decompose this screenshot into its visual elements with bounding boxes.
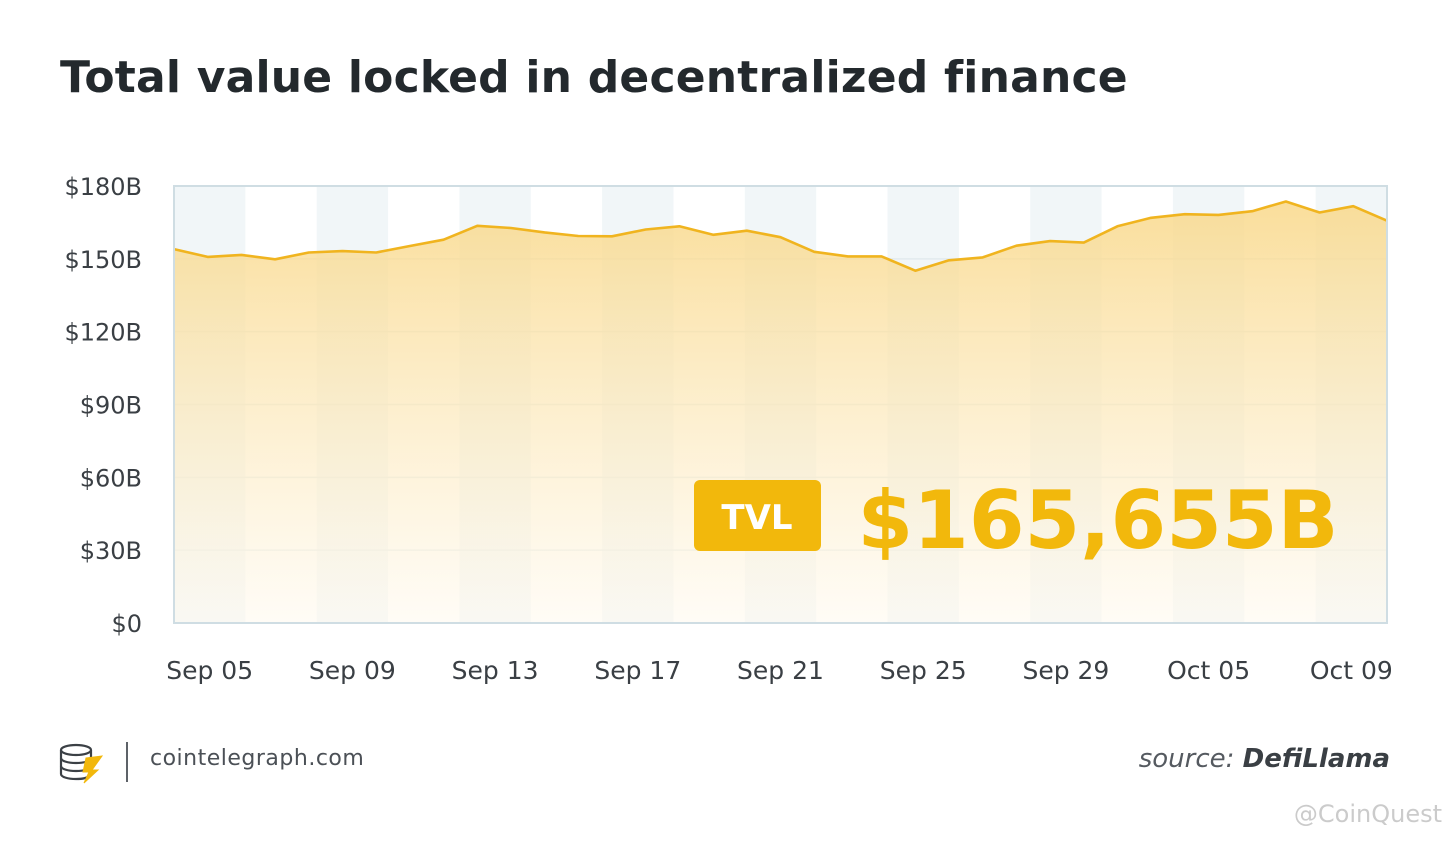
y-tick-label: $0: [111, 610, 142, 638]
x-tick-label: Oct 09: [1310, 656, 1393, 685]
source-prefix: source:: [1138, 744, 1235, 774]
cointelegraph-logo-icon: [59, 743, 104, 784]
footer-divider: [126, 742, 128, 782]
y-tick-label: $150B: [64, 246, 142, 274]
tvl-badge: [694, 480, 821, 551]
y-tick-label: $60B: [80, 464, 142, 492]
x-tick-label: Sep 17: [594, 656, 681, 685]
x-tick-label: Sep 05: [166, 656, 253, 685]
footer-source: source: DefiLlama: [1139, 744, 1390, 774]
x-tick-label: Sep 13: [452, 656, 539, 685]
x-tick-label: Sep 21: [737, 656, 824, 685]
area-fill: [174, 201, 1387, 623]
y-axis-ticks: $0 $30B $60B $90B $120B $150B $180B: [64, 173, 142, 638]
footer-site-link[interactable]: cointelegraph.com: [150, 746, 365, 771]
chart-title: Total value locked in decentralized fina…: [60, 52, 1128, 103]
tvl-value: $165,655B: [857, 474, 1338, 567]
watermark: @CoinQuest: [1293, 800, 1442, 828]
x-tick-label: Sep 29: [1022, 656, 1109, 685]
x-tick-label: Sep 09: [309, 656, 396, 685]
y-tick-label: $90B: [80, 392, 142, 420]
y-tick-label: $30B: [80, 537, 142, 565]
plot-frame: [173, 185, 1388, 624]
source-name: DefiLlama: [1242, 744, 1390, 774]
series-area: [174, 201, 1387, 623]
tvl-annotation: TVL $165,655B: [694, 474, 1339, 567]
x-axis-ticks: Sep 05 Sep 09 Sep 13 Sep 17 Sep 21 Sep 25 Sep …: [166, 656, 1393, 685]
series-line: [173, 200, 1388, 272]
y-tick-label: $120B: [64, 319, 142, 347]
series-line-path: [173, 200, 1388, 272]
x-tick-label: Oct 05: [1167, 656, 1250, 685]
tvl-badge-label: TVL: [721, 498, 792, 538]
y-tick-label: $180B: [64, 173, 142, 201]
x-tick-label: Sep 25: [880, 656, 967, 685]
